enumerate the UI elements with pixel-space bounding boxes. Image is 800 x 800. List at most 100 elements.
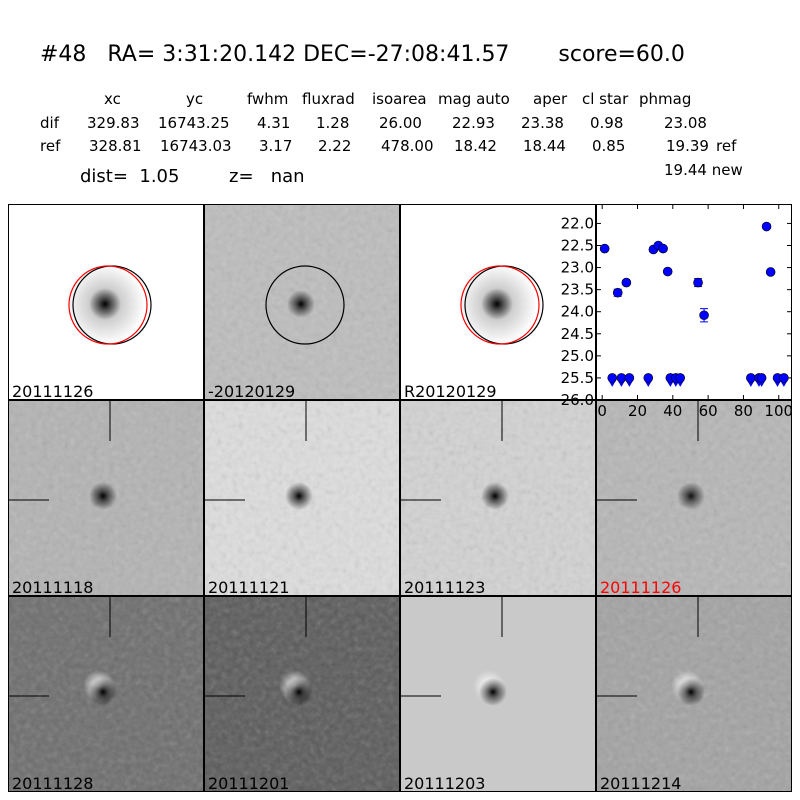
stamp-date-label: 20111118 [12,578,94,596]
image-stamp: 20111121 [204,400,400,596]
z-label: z= nan [229,166,305,187]
source-blob [287,290,315,318]
stamp-date-label: R20120129 [404,382,497,400]
plot-frame [596,204,792,400]
y-tick-label: 24.0 [561,303,594,321]
data-point [658,243,668,254]
source-blob [89,482,117,510]
phmag-new: 19.44 new [664,161,743,179]
stamp-date-label: 20111126 [600,578,682,596]
upper-limit-point [607,373,618,383]
data-point [761,221,772,232]
y-tick-label: 25.5 [561,369,594,387]
cell-value: 26.00 [379,114,422,132]
x-tick-label: 80 [734,402,753,420]
data-point [693,277,703,288]
row-label: ref [40,137,61,155]
column-header: phmag [639,90,692,108]
data-point [599,243,610,254]
y-tick-label: 24.5 [561,325,594,343]
y-tick-label: 23.5 [561,281,594,299]
upper-limit-point [746,373,756,383]
stamp-date-label: 20111128 [12,774,94,792]
source-blob [677,482,705,510]
y-tick-label: 23.0 [561,259,594,277]
upper-limit-point [756,373,767,383]
cell-value: 0.85 [592,137,626,155]
image-stamp: -20120129 [204,204,400,400]
y-tick-label: 25.0 [561,347,594,365]
source-blob [479,678,507,706]
cell-value: 16743.25 [158,114,230,132]
data-point [621,277,632,288]
y-tick-label: 22.0 [561,214,594,232]
stamp-date-label: 20111121 [208,578,290,596]
cell-value: 19.39 [666,137,709,155]
row-suffix: ref [716,137,737,155]
image-stamp: 20111123 [400,400,596,596]
source-blob [285,482,313,510]
stamp-date-label: 20111126 [12,382,94,400]
image-stamp: 20111126 [596,400,792,596]
y-tick-label: 22.5 [561,236,594,254]
row-label: dif [40,114,59,132]
reference-circle [68,265,148,345]
cell-value: 23.38 [521,114,564,132]
column-header: yc [186,90,204,108]
upper-limit-point [675,373,686,383]
column-header: xc [104,90,121,108]
stamp-date-label: 20111123 [404,578,486,596]
x-tick-label: 0 [597,402,607,420]
image-stamp: 20111214 [596,596,792,792]
image-stamp: R20120129 [400,204,596,400]
column-header: aper [533,90,568,108]
image-stamp: 20111128 [8,596,204,792]
cell-value: 478.00 [381,137,434,155]
column-header: fluxrad [302,90,355,108]
cell-value: 2.22 [318,137,352,155]
cell-value: 3.17 [259,137,293,155]
cell-value: 23.08 [664,114,707,132]
stamp-date-label: -20120129 [208,382,296,400]
column-header: fwhm [247,90,289,108]
cell-value: 18.44 [523,137,566,155]
reference-circle [460,265,540,345]
image-stamp: 20111118 [8,400,204,596]
stamp-date-label: 20111214 [600,774,682,792]
cell-value: 328.81 [89,137,142,155]
upper-limit-point [643,373,654,383]
image-stamp: 20111203 [400,596,596,792]
column-header: isoarea [372,90,427,108]
data-point [765,267,776,277]
source-blob [89,288,121,320]
cell-value: 18.42 [454,137,497,155]
cell-value: 329.83 [87,114,140,132]
cell-value: 16743.03 [160,137,232,155]
source-blob [481,288,513,320]
cell-value: 0.98 [590,114,624,132]
light-curve-plot: 22.0 22.5 23.0 23.5 24.0 24.5 25.0 25.5 26.00 20 4… [561,204,793,420]
y-tick-label: 26.0 [561,391,594,409]
cell-value: 22.93 [452,114,495,132]
source-blob [285,678,313,706]
source-blob [481,482,509,510]
source-blob [677,678,705,706]
x-tick-label: 100 [764,402,793,420]
image-stamp: 20111201 [204,596,400,792]
image-stamp: 20111126 [8,204,204,400]
upper-limit-point [779,373,789,383]
x-tick-label: 20 [628,402,647,420]
dist-label: dist= 1.05 [80,166,180,187]
candidate-title: #48 RA= 3:31:20.142 DEC=-27:08:41.57 sco… [40,42,685,67]
data-point [699,310,709,321]
aperture-circle [265,265,345,345]
data-point [662,266,673,277]
source-blob [89,678,117,706]
cell-value: 1.28 [316,114,350,132]
x-tick-label: 40 [663,402,682,420]
data-point [612,287,623,298]
column-header: cl star [582,90,629,108]
column-header: mag auto [438,90,510,108]
stamp-date-label: 20111201 [208,774,290,792]
